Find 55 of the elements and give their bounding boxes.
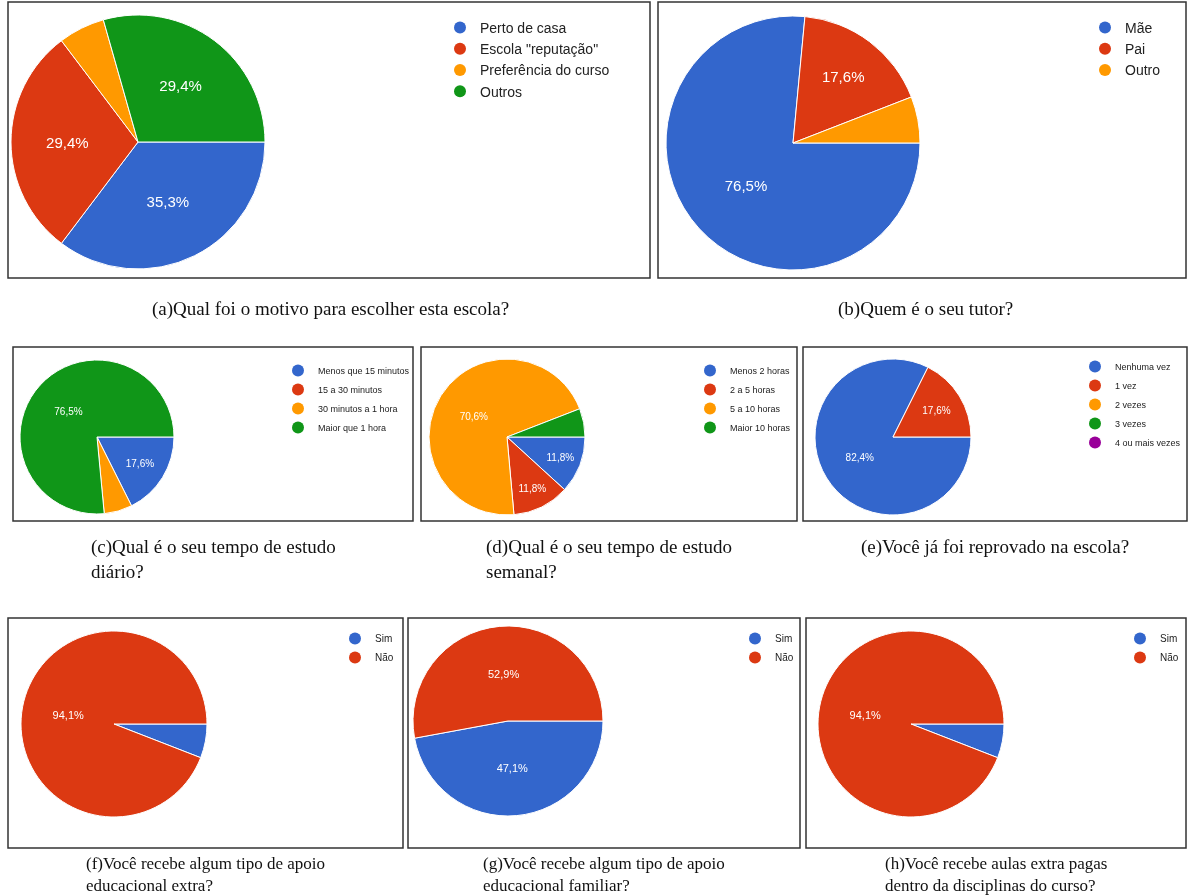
- data-label: 11,8%: [546, 452, 575, 464]
- legend-label: Maior 10 horas: [730, 423, 791, 434]
- text: (b)Quem é o seu tutor?: [838, 298, 1014, 320]
- pie-slice: [665, 15, 921, 271]
- data-label: 11,8%: [518, 482, 547, 494]
- legend-label: Não: [775, 652, 794, 664]
- legend-label: Menos 2 horas: [730, 366, 791, 377]
- text: (e)Você já foi reprovado na escola?: [861, 536, 1130, 558]
- data-label: 82,4%: [845, 451, 875, 463]
- legend-label: Perto de casa: [480, 20, 567, 37]
- legend-label: 2 a 5 horas: [730, 385, 776, 396]
- data-label: 29,4%: [46, 133, 89, 151]
- legend-label: 30 minutos a 1 hora: [318, 404, 398, 415]
- legend-label: 5 a 10 horas: [730, 404, 781, 415]
- data-label: 17,6%: [125, 458, 155, 470]
- data-label: 47,1%: [496, 762, 529, 775]
- data-label: 70,6%: [459, 410, 489, 422]
- text: (h)Você recebe aulas extra pagas dentro da disciplinas do curso?: [885, 854, 1108, 896]
- pie-slice: [19, 359, 175, 515]
- text: (f)Você recebe algum tipo de apoio educacional extra?: [86, 854, 326, 896]
- legend-label: Sim: [1160, 633, 1178, 645]
- legend-label: Preferência do curso: [480, 62, 610, 79]
- legend-label: 2 vezes: [1115, 400, 1147, 411]
- pie-slice: [20, 630, 208, 818]
- legend-label: Não: [1160, 652, 1179, 664]
- data-label: 94,1%: [849, 709, 881, 722]
- pie-slice: [814, 358, 972, 516]
- legend-label: Sim: [775, 633, 793, 645]
- legend-label: Maior que 1 hora: [318, 423, 387, 434]
- text: (a)Qual foi o motivo para escolher esta escola?: [152, 298, 510, 320]
- text: (c)Qual é o seu tempo de estudo diário?: [91, 536, 336, 582]
- legend-label: Outro: [1125, 62, 1161, 79]
- legend-label: Escola "reputação": [480, 41, 599, 58]
- legend-label: 3 vezes: [1115, 419, 1147, 430]
- data-label: 94,1%: [52, 709, 84, 722]
- data-label: 76,5%: [724, 177, 768, 195]
- legend-label: Sim: [375, 633, 393, 645]
- legend-label: Pai: [1125, 41, 1146, 58]
- legend-label: Outros: [480, 83, 523, 100]
- data-label: 35,3%: [146, 193, 190, 211]
- legend-label: Não: [375, 652, 394, 664]
- legend-label: Nenhuma vez: [1115, 362, 1172, 373]
- data-label: 52,9%: [487, 667, 520, 680]
- legend-label: Menos que 15 minutos: [318, 366, 410, 377]
- legend-label: 15 a 30 minutos: [318, 385, 383, 396]
- data-label: 17,6%: [821, 68, 865, 86]
- legend-label: 1 vez: [1115, 381, 1138, 392]
- legend-label: 4 ou mais vezes: [1115, 438, 1181, 449]
- data-label: 29,4%: [159, 77, 202, 95]
- data-label: 76,5%: [54, 405, 83, 417]
- text: (g)Você recebe algum tipo de apoio educacional familiar?: [483, 854, 725, 896]
- pie-slice: [817, 630, 1005, 818]
- data-label: 17,6%: [922, 404, 951, 416]
- text: (d)Qual é o seu tempo de estudo semanal?: [486, 536, 732, 582]
- legend-label: Mãe: [1125, 20, 1153, 37]
